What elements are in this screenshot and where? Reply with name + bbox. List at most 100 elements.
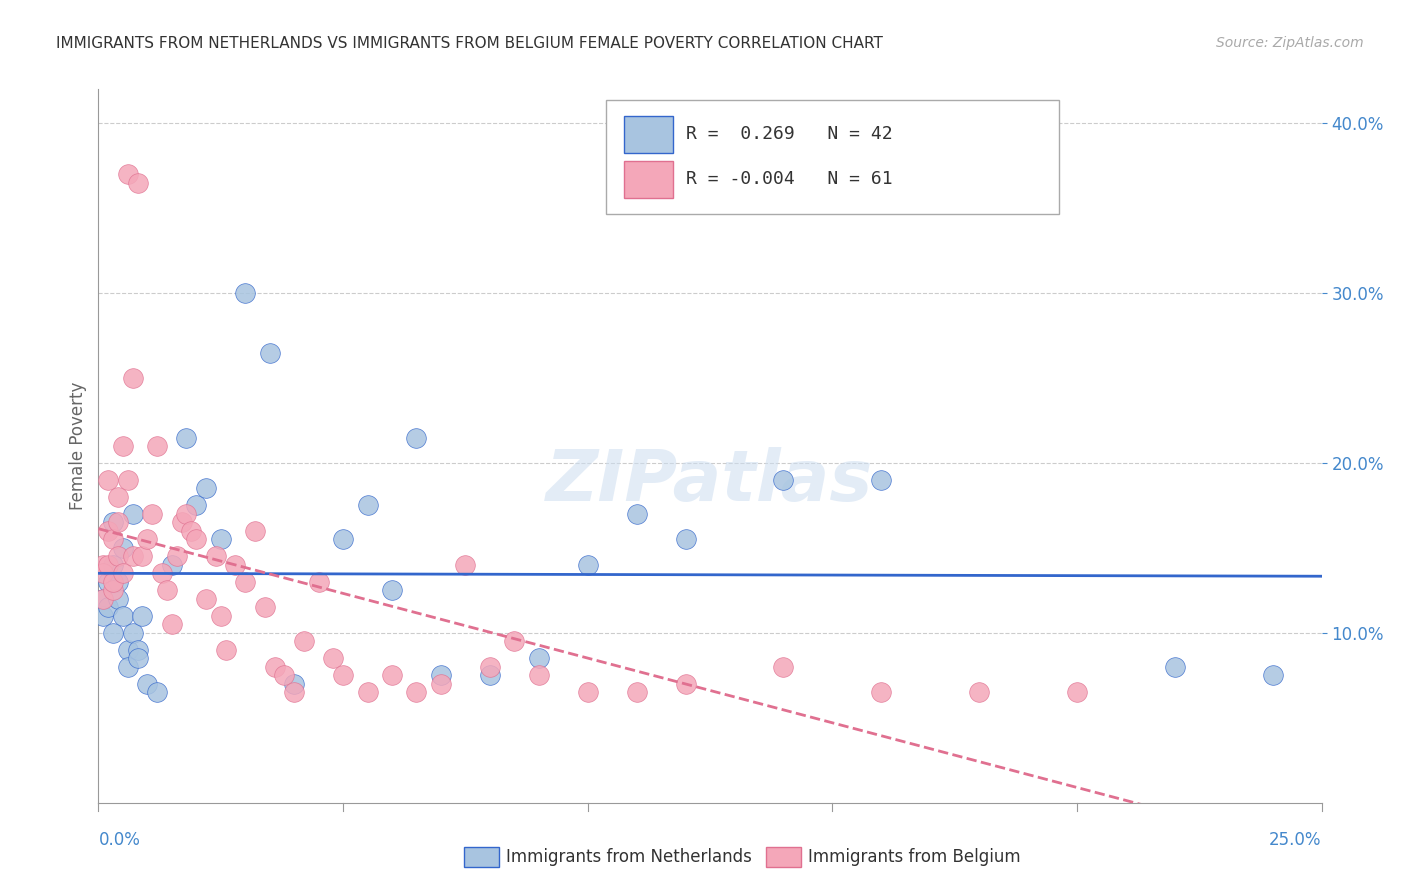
- Point: [405, 685, 427, 699]
- Point: [97, 600, 120, 615]
- Point: [136, 533, 159, 547]
- Point: [121, 507, 143, 521]
- Bar: [624, 161, 673, 198]
- Point: [430, 677, 453, 691]
- Y-axis label: Female Poverty: Female Poverty: [69, 382, 87, 510]
- Point: [101, 626, 124, 640]
- Point: [405, 430, 427, 444]
- Point: [870, 685, 893, 699]
- Point: [107, 591, 129, 606]
- Point: [454, 558, 477, 572]
- Point: [478, 668, 501, 682]
- Text: 25.0%: 25.0%: [1270, 831, 1322, 849]
- Point: [101, 558, 124, 572]
- Point: [117, 167, 139, 181]
- Point: [332, 668, 354, 682]
- Point: [91, 558, 114, 572]
- Point: [121, 371, 143, 385]
- Point: [332, 533, 354, 547]
- Point: [209, 533, 232, 547]
- Text: 0.0%: 0.0%: [98, 831, 141, 849]
- Point: [263, 660, 285, 674]
- Point: [1261, 668, 1284, 682]
- Point: [195, 482, 218, 496]
- Point: [283, 685, 305, 699]
- Point: [308, 574, 330, 589]
- Point: [626, 507, 648, 521]
- Point: [180, 524, 202, 538]
- Point: [576, 558, 599, 572]
- Bar: [624, 116, 673, 153]
- Point: [101, 574, 124, 589]
- Point: [127, 643, 149, 657]
- Point: [1164, 660, 1187, 674]
- Point: [97, 524, 120, 538]
- Point: [111, 566, 134, 581]
- Text: R =  0.269   N = 42: R = 0.269 N = 42: [686, 125, 893, 143]
- Point: [675, 677, 697, 691]
- Point: [967, 685, 990, 699]
- Point: [273, 668, 295, 682]
- Point: [356, 499, 378, 513]
- Point: [117, 660, 139, 674]
- Point: [141, 507, 163, 521]
- Point: [626, 685, 648, 699]
- Point: [121, 626, 143, 640]
- Point: [253, 600, 276, 615]
- Point: [121, 549, 143, 564]
- Point: [97, 558, 120, 572]
- Point: [186, 499, 208, 513]
- Point: [322, 651, 344, 665]
- Point: [675, 533, 697, 547]
- Point: [772, 660, 794, 674]
- Point: [101, 516, 124, 530]
- Point: [356, 685, 378, 699]
- Point: [292, 634, 315, 648]
- Text: ZIPatlas: ZIPatlas: [547, 447, 873, 516]
- Point: [107, 549, 129, 564]
- Point: [283, 677, 305, 691]
- Point: [107, 516, 129, 530]
- Point: [146, 685, 169, 699]
- Point: [131, 549, 153, 564]
- Point: [91, 566, 114, 581]
- Point: [233, 286, 256, 301]
- Point: [156, 583, 179, 598]
- Point: [160, 558, 183, 572]
- Point: [205, 549, 228, 564]
- Point: [176, 507, 198, 521]
- Point: [166, 549, 188, 564]
- Point: [101, 583, 124, 598]
- Point: [527, 651, 550, 665]
- Point: [146, 439, 169, 453]
- Point: [107, 574, 129, 589]
- Point: [111, 608, 134, 623]
- FancyBboxPatch shape: [606, 100, 1059, 214]
- Point: [772, 473, 794, 487]
- Point: [91, 591, 114, 606]
- Point: [91, 608, 114, 623]
- Point: [214, 643, 236, 657]
- Point: [117, 473, 139, 487]
- Point: [870, 473, 893, 487]
- Point: [478, 660, 501, 674]
- Point: [136, 677, 159, 691]
- Point: [160, 617, 183, 632]
- Text: R = -0.004   N = 61: R = -0.004 N = 61: [686, 170, 893, 188]
- Point: [101, 533, 124, 547]
- Point: [170, 516, 193, 530]
- Point: [381, 668, 404, 682]
- Point: [186, 533, 208, 547]
- Point: [527, 668, 550, 682]
- Point: [243, 524, 266, 538]
- Point: [107, 490, 129, 504]
- Point: [97, 473, 120, 487]
- Point: [381, 583, 404, 598]
- Point: [91, 591, 114, 606]
- Point: [430, 668, 453, 682]
- Point: [117, 643, 139, 657]
- Text: Immigrants from Belgium: Immigrants from Belgium: [808, 848, 1021, 866]
- Point: [1066, 685, 1088, 699]
- Point: [259, 345, 281, 359]
- Point: [97, 574, 120, 589]
